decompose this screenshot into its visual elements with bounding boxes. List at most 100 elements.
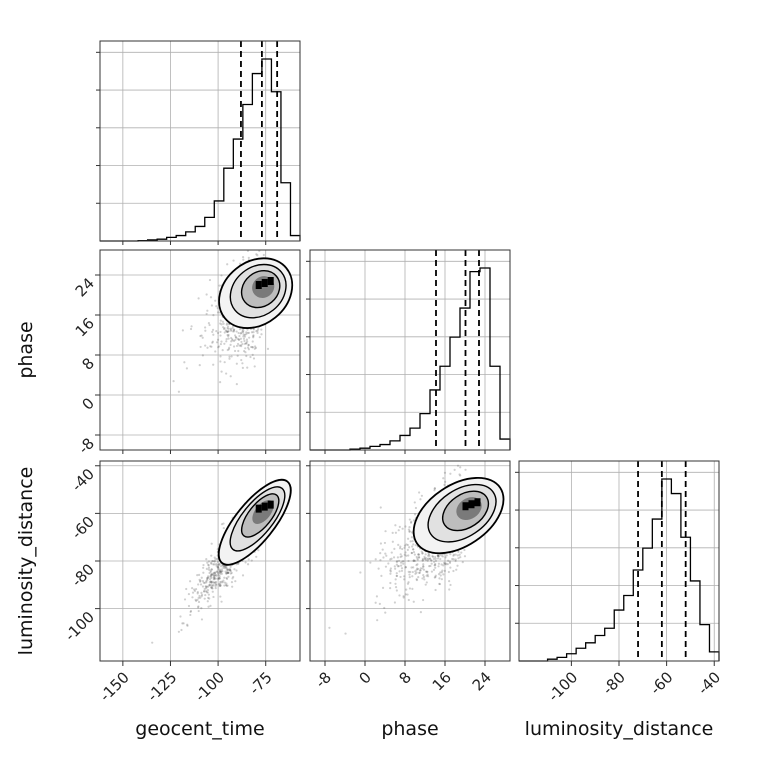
sample-point	[205, 587, 208, 590]
sample-point	[204, 589, 208, 593]
sample-point	[397, 529, 400, 532]
sample-point	[389, 581, 392, 585]
sample-point	[428, 554, 431, 557]
sample-point	[242, 258, 245, 261]
sample-point	[222, 322, 225, 325]
sample-point	[225, 582, 228, 585]
sample-point	[434, 575, 437, 579]
x-tick-label: -125	[144, 668, 181, 705]
sample-point	[252, 328, 255, 331]
sample-point	[213, 563, 216, 566]
x-axis-label-phase: phase	[381, 718, 438, 740]
x-tick-label: -8	[312, 668, 335, 691]
sample-point	[344, 632, 347, 635]
sample-point	[201, 579, 205, 583]
sample-point	[205, 558, 208, 561]
sample-point	[415, 578, 418, 581]
x-tick-label: 0	[356, 668, 375, 687]
sample-point	[258, 244, 260, 246]
sample-point	[214, 580, 218, 584]
sample-point	[204, 344, 207, 347]
sample-point	[247, 331, 251, 334]
sample-point	[217, 563, 220, 566]
sample-point	[424, 553, 427, 556]
grid-2-2	[519, 461, 719, 661]
panel-frame-1-0	[99, 249, 301, 451]
sample-point	[201, 336, 204, 339]
sample-point	[374, 558, 377, 561]
sample-point	[241, 574, 245, 577]
sample-point	[208, 597, 211, 600]
sample-point	[440, 571, 443, 574]
sample-point	[379, 542, 383, 545]
sample-point	[399, 575, 402, 579]
sample-point	[244, 342, 248, 345]
sample-point	[214, 350, 217, 353]
sample-point	[227, 571, 230, 574]
sample-point	[254, 346, 258, 349]
sample-point	[232, 259, 235, 262]
sample-point	[409, 570, 412, 574]
sample-point	[416, 558, 419, 561]
sample-point	[250, 559, 253, 562]
sample-point	[237, 349, 240, 353]
sample-point	[226, 330, 229, 334]
sample-point	[232, 575, 235, 579]
sample-point	[233, 568, 236, 571]
sample-point	[198, 364, 201, 367]
sample-point	[381, 548, 384, 551]
sample-point	[213, 572, 217, 575]
sample-point	[407, 559, 410, 563]
sample-point	[197, 609, 200, 613]
sample-point	[213, 556, 216, 559]
sample-point	[437, 573, 441, 576]
sample-point	[247, 256, 250, 259]
sample-point	[448, 588, 451, 591]
sample-point	[395, 589, 398, 592]
sample-point	[194, 598, 197, 601]
sample-point	[205, 312, 208, 316]
sample-point	[243, 342, 246, 345]
sample-point	[258, 224, 260, 226]
sample-point	[223, 331, 226, 334]
sample-point	[400, 569, 404, 572]
sample-point	[189, 610, 192, 614]
sample-point	[219, 322, 222, 325]
sample-point	[439, 571, 442, 574]
sample-point	[398, 525, 401, 528]
sample-point	[213, 576, 216, 579]
sample-point	[223, 327, 226, 330]
sample-point	[399, 545, 402, 548]
sample-point	[406, 593, 409, 596]
sample-point	[408, 530, 411, 533]
sample-point	[376, 619, 379, 622]
sample-point	[401, 547, 404, 551]
sample-point	[412, 559, 416, 562]
sample-point	[203, 581, 206, 585]
sample-point	[207, 564, 210, 567]
sample-point	[410, 551, 414, 555]
sample-point	[202, 571, 205, 574]
sample-point	[206, 591, 209, 594]
sample-point	[439, 557, 442, 561]
sample-point	[199, 334, 202, 338]
sample-point	[453, 468, 456, 471]
sample-point	[379, 559, 382, 562]
sample-point	[239, 337, 243, 340]
sample-point	[438, 582, 442, 586]
sample-point	[418, 556, 421, 559]
sample-point	[424, 558, 428, 562]
sample-point	[434, 555, 437, 559]
sample-point	[430, 559, 433, 562]
x-tick-label: 16	[429, 668, 455, 694]
sample-point	[151, 641, 154, 644]
sample-point	[222, 522, 225, 525]
sample-point	[463, 548, 466, 552]
sample-point	[436, 554, 439, 557]
sample-point	[196, 598, 199, 601]
sample-point	[215, 330, 218, 333]
x-axis-label-geocent_time: geocent_time	[135, 718, 264, 740]
sample-point	[419, 498, 422, 501]
sample-point	[392, 556, 396, 559]
sample-point	[230, 328, 233, 331]
